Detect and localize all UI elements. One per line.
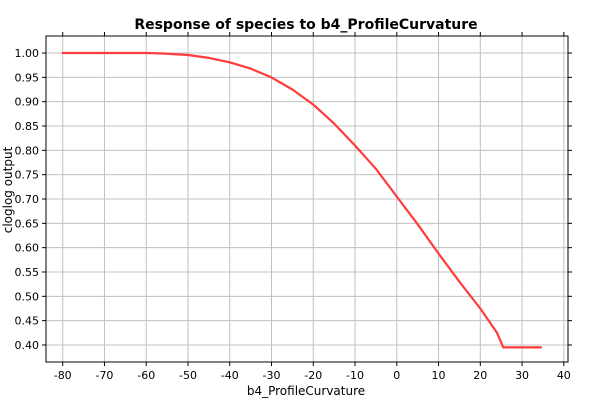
response-curve-point: [333, 122, 335, 125]
y-axis-label: cloglog output: [1, 146, 15, 233]
response-curve-point: [354, 144, 356, 147]
x-tick-label: 20: [473, 369, 487, 382]
x-tick-label: -70: [95, 369, 113, 382]
y-tick-label: 0.60: [15, 242, 40, 255]
response-curve-point: [395, 195, 398, 198]
y-tick-label: 0.40: [15, 339, 40, 352]
response-curve-point: [270, 76, 273, 79]
series-layer: [61, 51, 543, 349]
x-tick-label: 30: [515, 369, 529, 382]
x-tick-label: -50: [179, 369, 197, 382]
y-tick-label: 0.95: [15, 71, 40, 84]
x-tick-label: -60: [137, 369, 155, 382]
response-curve-point: [496, 331, 498, 334]
x-tick-label: 40: [557, 369, 571, 382]
response-curve-point: [208, 57, 210, 59]
y-tick-labels: 1.00 0.95 0.90 0.85 0.80 0.75 0.70 0.65 0.60 0.55…: [15, 47, 40, 352]
x-axis-label: b4_ProfileCurvature: [247, 384, 365, 398]
x-tick-label: -40: [221, 369, 239, 382]
y-tick-label: 1.00: [15, 47, 40, 60]
y-tick-label: 0.75: [15, 169, 40, 182]
response-curve-point: [312, 103, 315, 106]
response-curve-point: [458, 280, 461, 283]
response-curve-point: [540, 346, 542, 349]
response-curve-point: [162, 52, 164, 55]
x-tick-labels: -80 -70 -60 -50 -40 -30 -20 -10 0 10 20 30 40: [54, 369, 571, 382]
y-tick-label: 0.65: [15, 217, 40, 230]
y-tick-label: 0.85: [15, 120, 40, 133]
x-tick-label: -80: [54, 369, 72, 382]
tick-layer: [42, 32, 572, 366]
response-curve-point: [187, 54, 189, 56]
y-tick-label: 0.80: [15, 144, 40, 157]
y-tick-label: 0.70: [15, 193, 40, 206]
response-curve-point: [375, 167, 377, 170]
response-curve-line: [61, 51, 543, 349]
response-curve-point: [437, 252, 440, 255]
y-tick-label: 0.50: [15, 290, 40, 303]
response-curve-point: [145, 52, 148, 54]
response-curve-point: [61, 52, 64, 54]
chart-title: Response of species to b4_ProfileCurvatu…: [134, 17, 477, 33]
response-curve-point: [103, 52, 106, 54]
y-tick-label: 0.90: [15, 96, 40, 109]
x-tick-label: -10: [346, 369, 364, 382]
response-curve-point: [249, 67, 252, 70]
plot-frame: [45, 35, 569, 363]
response-curve-point: [502, 346, 505, 349]
response-curve-point: [479, 307, 482, 310]
x-tick-label: 0: [393, 369, 400, 382]
x-tick-label: 10: [432, 369, 446, 382]
grid-layer: [46, 36, 568, 362]
y-tick-label: 0.55: [15, 266, 40, 279]
x-tick-label: -30: [263, 369, 281, 382]
y-tick-label: 0.45: [15, 315, 40, 328]
response-curve-point: [416, 223, 419, 226]
x-tick-label: -20: [304, 369, 322, 382]
response-curve-point: [291, 88, 294, 91]
response-curve-point: [228, 61, 231, 64]
